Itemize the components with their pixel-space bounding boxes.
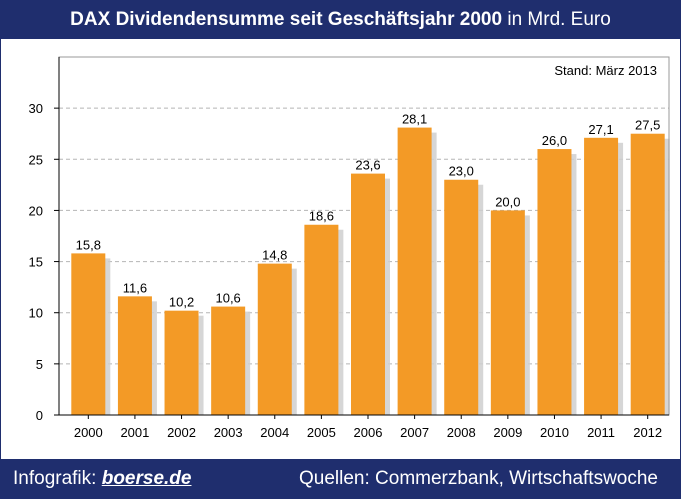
x-tick-label: 2012 [633, 425, 662, 440]
bar [71, 253, 106, 415]
bar [630, 133, 665, 415]
x-tick-label: 2004 [260, 425, 289, 440]
bar [584, 137, 619, 415]
value-labels: 15,8 11,6 10,2 10,6 14,8 18,6 23,6 28,1 23,0 20,0… [76, 112, 661, 310]
x-tick-label: 2007 [400, 425, 429, 440]
bar [304, 224, 339, 415]
x-tick-label: 2000 [74, 425, 103, 440]
chart-title: DAX Dividendensumme seit Geschäftsjahr 2… [1, 1, 680, 39]
bar [397, 127, 432, 415]
stand-label: Stand: März 2013 [554, 63, 657, 78]
footer-sources: Quellen: Commerzbank, Wirtschaftswoche [298, 468, 658, 489]
y-tick-label: 5 [36, 357, 43, 372]
bar [211, 306, 246, 415]
bar-chart: 15,8 11,6 10,2 10,6 14,8 18,6 23,6 28,1 23,0 20,0… [29, 56, 670, 440]
y-tick-label: 25 [29, 152, 43, 167]
data-label: 23,6 [355, 158, 380, 173]
data-label: 27,1 [588, 122, 613, 137]
footer-credit: Infografik: boerse.de [13, 459, 191, 498]
data-label: 15,8 [76, 237, 101, 252]
bar [444, 179, 479, 415]
bar [351, 173, 385, 415]
data-label: 14,8 [262, 248, 287, 263]
x-tick-label: 2009 [493, 425, 522, 440]
x-tick-label: 2003 [214, 425, 243, 440]
footer: Infografik: boerse.de Quellen: Commerzba… [1, 459, 680, 498]
y-tick-label: 20 [29, 203, 43, 218]
x-tick-label: 2011 [587, 425, 615, 440]
chart-title-bold: DAX Dividendensumme seit Geschäftsjahr 2… [70, 9, 503, 30]
x-tick-label: 2006 [354, 425, 383, 440]
bar [537, 149, 572, 416]
data-label: 26,0 [542, 133, 567, 148]
data-label: 10,6 [215, 291, 240, 306]
x-tick-label: 2010 [540, 425, 569, 440]
axes [54, 56, 670, 419]
y-tick-label: 10 [29, 306, 43, 321]
y-tick-label: 15 [29, 255, 43, 270]
data-label: 23,0 [449, 164, 474, 179]
brand-link[interactable]: boerse.de [101, 468, 192, 489]
x-tick-label: 2002 [167, 425, 196, 440]
data-label: 18,6 [309, 209, 334, 224]
data-label: 10,2 [169, 295, 194, 310]
x-tick-label: 2008 [447, 425, 476, 440]
data-label: 11,6 [123, 280, 147, 295]
y-tick-label: 0 [36, 408, 43, 423]
data-label: 20,0 [495, 194, 520, 209]
bar [257, 263, 292, 415]
y-tick-label: 30 [29, 101, 43, 116]
footer-credit-prefix: Infografik: [13, 468, 102, 489]
x-tick-label: 2005 [307, 425, 336, 440]
tick-labels: 0 5 10 15 20 25 30 2000 2001 2002 2003 2004 2005 2006… [29, 101, 663, 440]
bars [71, 127, 665, 416]
chart-title-unit: in Mrd. Euro [502, 9, 611, 30]
bar [117, 296, 152, 415]
data-label: 27,5 [635, 118, 660, 133]
x-tick-label: 2001 [120, 425, 149, 440]
bar [490, 210, 525, 415]
bar [164, 310, 199, 415]
data-label: 28,1 [402, 112, 427, 127]
